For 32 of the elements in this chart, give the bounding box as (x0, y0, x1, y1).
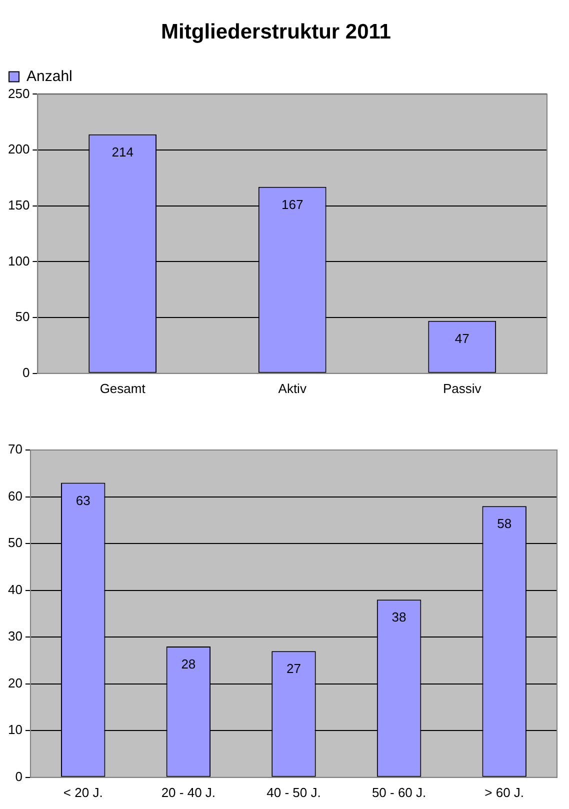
y-tick-label: 100 (8, 253, 30, 268)
y-tick-label: 40 (8, 582, 22, 597)
x-tick-label: < 20 J. (63, 784, 103, 800)
data-label: 167 (281, 196, 304, 212)
data-label: 27 (286, 661, 301, 676)
x-tick-label: > 60 J. (484, 784, 524, 800)
data-label: 58 (497, 516, 512, 532)
y-tick-label: 0 (15, 768, 22, 784)
chart-title: Mitgliederstruktur 2011 (161, 20, 392, 44)
y-tick-label: 20 (8, 675, 22, 690)
y-tick-label: 50 (15, 309, 30, 324)
x-tick-label: Gesamt (100, 380, 146, 396)
data-label: 214 (112, 144, 134, 160)
data-label: 47 (454, 330, 470, 346)
y-tick-label: 30 (8, 628, 22, 644)
y-tick-label: 200 (8, 142, 30, 157)
y-tick-label: 0 (22, 364, 30, 380)
y-tick-label: 50 (8, 535, 22, 550)
x-tick-label: Aktiv (278, 380, 307, 396)
data-label: 63 (76, 492, 90, 508)
y-tick-label: 70 (8, 442, 22, 457)
y-tick-label: 250 (8, 86, 30, 101)
y-tick-label: 150 (8, 197, 30, 212)
legend-label: Anzahl (26, 68, 72, 85)
data-label: 38 (392, 610, 406, 625)
y-tick-label: 60 (8, 488, 22, 504)
x-tick-label: 20 - 40 J. (161, 784, 216, 800)
x-tick-label: 50 - 60 J. (372, 784, 426, 800)
y-tick-label: 10 (8, 722, 22, 738)
data-label: 28 (181, 656, 196, 672)
x-tick-label: Passiv (442, 380, 482, 396)
x-tick-label: 40 - 50 J. (266, 784, 321, 800)
